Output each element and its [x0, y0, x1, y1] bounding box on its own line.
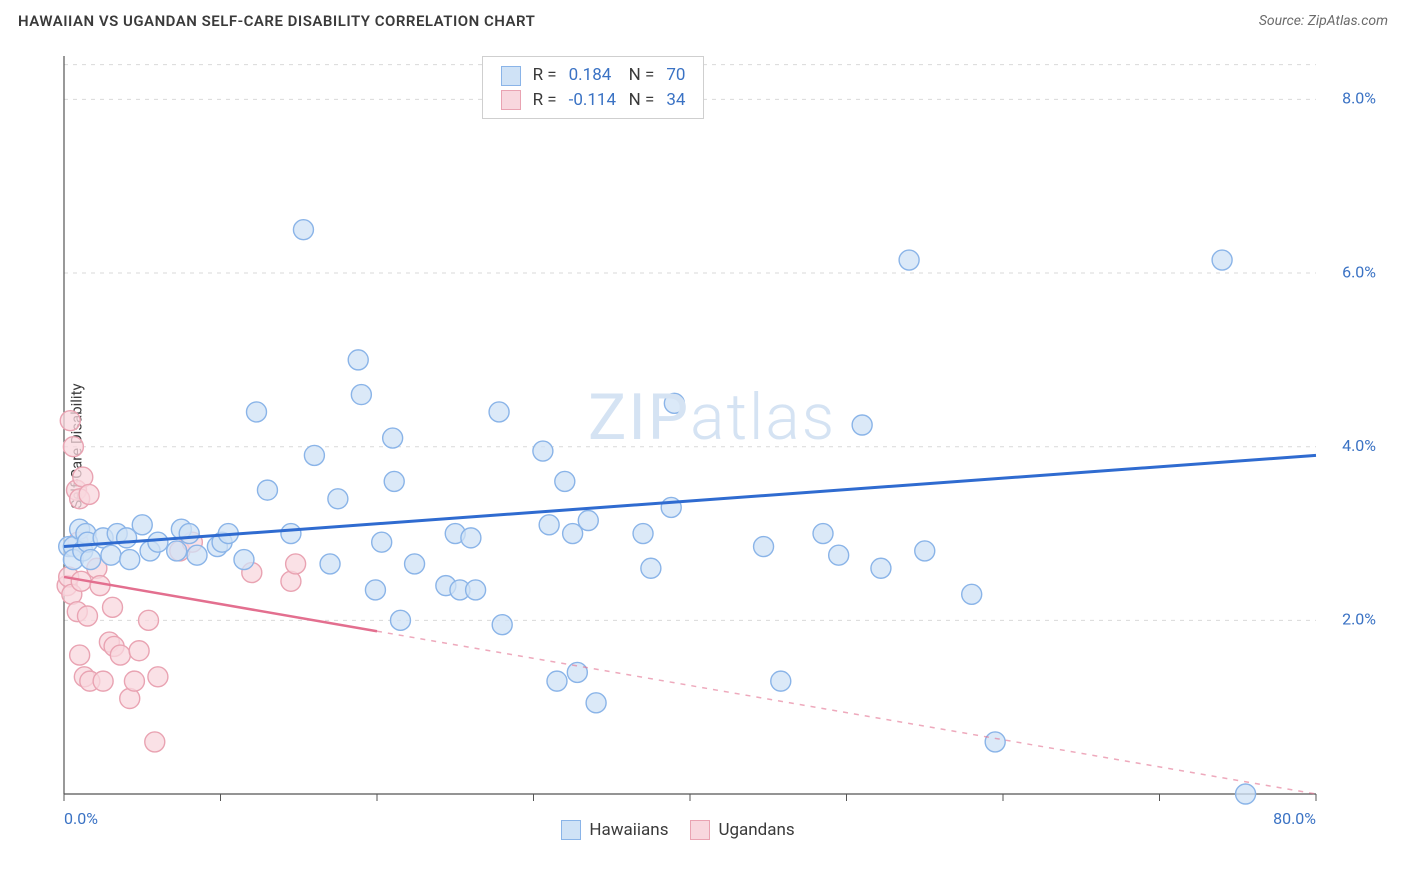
- legend-swatch: [501, 90, 521, 110]
- legend-item: Hawaiians: [561, 820, 668, 840]
- svg-text:6.0%: 6.0%: [1342, 262, 1376, 281]
- chart-title: HAWAIIAN VS UGANDAN SELF-CARE DISABILITY…: [18, 12, 535, 30]
- chart-area: 2.0% 4.0% 6.0% 8.0% 0.0% 80.0% R =0.184N =70R…: [56, 48, 1386, 838]
- svg-text:2.0%: 2.0%: [1342, 610, 1376, 629]
- svg-text:80.0%: 80.0%: [1273, 809, 1316, 828]
- source-prefix: Source:: [1259, 13, 1308, 29]
- legend-swatch: [690, 820, 710, 840]
- stats-row: R =0.184N =70: [495, 63, 692, 88]
- stats-legend-box: R =0.184N =70R =-0.114N =34: [482, 56, 705, 119]
- legend-item: Ugandans: [690, 820, 794, 840]
- legend-label: Ugandans: [718, 820, 794, 840]
- svg-text:4.0%: 4.0%: [1342, 436, 1376, 455]
- svg-text:8.0%: 8.0%: [1342, 89, 1376, 108]
- stats-row: R =-0.114N =34: [495, 88, 692, 113]
- series-legend: Hawaiians Ugandans: [561, 820, 794, 840]
- legend-swatch: [501, 66, 521, 86]
- source-name: ZipAtlas.com: [1308, 13, 1388, 29]
- legend-label: Hawaiians: [589, 820, 668, 840]
- scatter-plot: 2.0% 4.0% 6.0% 8.0% 0.0% 80.0%: [56, 48, 1386, 838]
- svg-text:0.0%: 0.0%: [64, 809, 98, 828]
- source-credit: Source: ZipAtlas.com: [1259, 13, 1388, 29]
- legend-swatch: [561, 820, 581, 840]
